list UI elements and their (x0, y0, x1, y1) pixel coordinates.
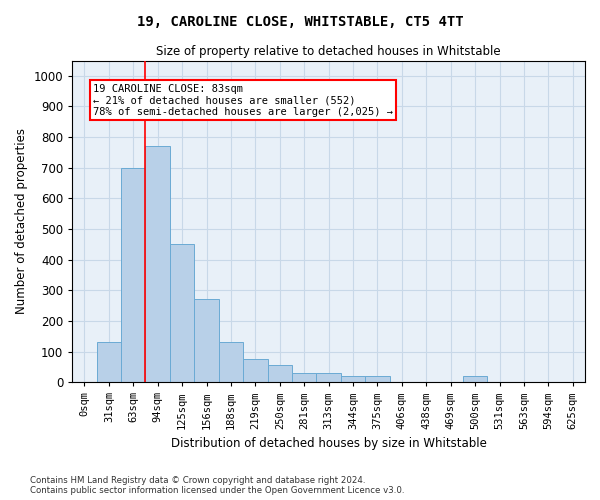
Text: 19, CAROLINE CLOSE, WHITSTABLE, CT5 4TT: 19, CAROLINE CLOSE, WHITSTABLE, CT5 4TT (137, 15, 463, 29)
Y-axis label: Number of detached properties: Number of detached properties (15, 128, 28, 314)
X-axis label: Distribution of detached houses by size in Whitstable: Distribution of detached houses by size … (170, 437, 487, 450)
Bar (316, 373, 341, 382)
Bar (268, 366, 292, 382)
Bar (219, 342, 243, 382)
Text: 19 CAROLINE CLOSE: 83sqm
← 21% of detached houses are smaller (552)
78% of semi-: 19 CAROLINE CLOSE: 83sqm ← 21% of detach… (93, 84, 393, 116)
Title: Size of property relative to detached houses in Whitstable: Size of property relative to detached ho… (156, 45, 501, 58)
Bar (292, 373, 316, 382)
Bar (170, 244, 194, 382)
Bar (194, 300, 219, 382)
Bar (121, 168, 145, 382)
Bar (243, 359, 268, 382)
Text: Contains HM Land Registry data © Crown copyright and database right 2024.
Contai: Contains HM Land Registry data © Crown c… (30, 476, 404, 495)
Bar (365, 376, 389, 382)
Bar (97, 342, 121, 382)
Bar (463, 376, 487, 382)
Bar (341, 376, 365, 382)
Bar (145, 146, 170, 382)
